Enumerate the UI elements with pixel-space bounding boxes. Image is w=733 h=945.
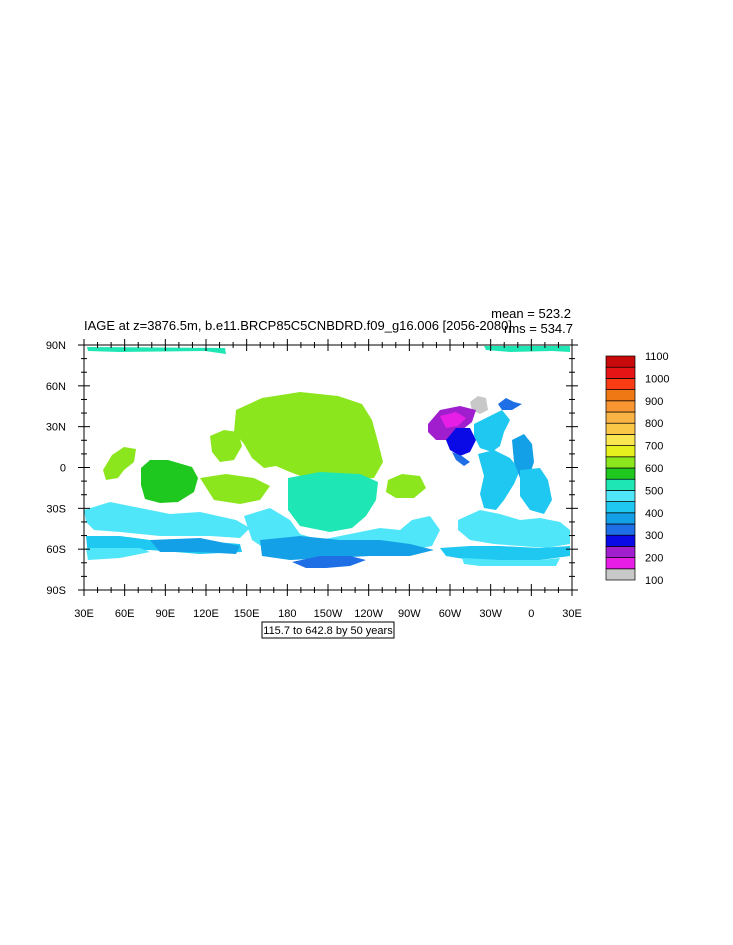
plot-area: 30E 60E 90E 120E 150E 180 150W 120W 90W 60W 30W 0 30… bbox=[46, 339, 582, 620]
x-tick-label: 150E bbox=[234, 608, 260, 620]
colorbar-label: 900 bbox=[645, 396, 663, 408]
y-tick-label: 0 bbox=[60, 463, 66, 475]
region-arctic-east bbox=[484, 346, 570, 352]
region-pacific-green-south bbox=[200, 474, 270, 504]
region-indian-green bbox=[141, 460, 198, 503]
stat-mean: mean = 523.2 bbox=[491, 306, 571, 321]
colorbar-swatch bbox=[605, 478, 636, 491]
region-south-pacific-teal bbox=[288, 472, 378, 532]
y-tick-label: 90S bbox=[46, 585, 66, 597]
region-southern-blue-band bbox=[150, 538, 240, 554]
colorbar-swatch bbox=[605, 467, 636, 480]
x-tick-label: 60E bbox=[115, 608, 135, 620]
colorbar-swatch bbox=[605, 523, 636, 536]
region-atlantic-north-cyan bbox=[474, 410, 510, 452]
colorbar-swatch bbox=[605, 456, 636, 469]
colorbar-swatch bbox=[605, 400, 636, 413]
colorbar-label: 500 bbox=[645, 485, 663, 497]
colorbar-label: 200 bbox=[645, 553, 663, 565]
x-tick-label: 120E bbox=[193, 608, 219, 620]
colorbar-swatch bbox=[605, 512, 636, 525]
contour-info-text: 115.7 to 642.8 by 50 years bbox=[263, 625, 393, 637]
region-atlantic-magenta bbox=[440, 412, 466, 428]
x-tick-label: 150W bbox=[314, 608, 343, 620]
region-atlantic-south-band bbox=[440, 546, 570, 562]
region-southern-cyan-west bbox=[84, 502, 250, 538]
contour-info-frame bbox=[261, 621, 395, 639]
colorbar-swatch bbox=[605, 546, 636, 558]
y-tick-label: 30S bbox=[46, 503, 66, 515]
region-southern-cyan-south bbox=[86, 548, 150, 560]
colorbar-label: 100 bbox=[645, 575, 663, 587]
colorbar-label: 400 bbox=[645, 508, 663, 520]
colorbar-swatch bbox=[605, 568, 636, 581]
colorbar-swatch bbox=[605, 534, 636, 547]
x-tick-label: 30E bbox=[74, 608, 94, 620]
x-tick-label: 90W bbox=[398, 608, 421, 620]
colorbar-label: 1100 bbox=[645, 351, 669, 363]
y-tick-label: 30N bbox=[46, 422, 66, 434]
region-arctic-west bbox=[87, 347, 226, 354]
region-pacific-green bbox=[234, 392, 383, 480]
region-atlantic-south-light bbox=[462, 558, 560, 566]
region-pacific-southern bbox=[260, 536, 434, 560]
region-pacific-green-west bbox=[210, 430, 242, 462]
chart-title: IAGE at z=3876.5m, b.e11.BRCP85C5CNBDRD.… bbox=[84, 318, 512, 333]
colorbar-swatch bbox=[605, 389, 636, 402]
colorbar-swatch bbox=[605, 445, 636, 458]
region-atlantic-north-gray bbox=[470, 396, 488, 414]
y-tick-labels: 90N 60N 30N 0 30S 60S 90S bbox=[46, 340, 66, 597]
colorbar-swatch bbox=[605, 355, 636, 368]
x-tick-label: 180 bbox=[278, 608, 296, 620]
region-atlantic-south-cyan bbox=[520, 468, 552, 514]
x-tick-label: 30E bbox=[562, 608, 582, 620]
colorbar: 100 200 300 400 500 600 700 800 900 1000 1100 bbox=[605, 351, 669, 587]
colorbar-swatch bbox=[605, 422, 636, 435]
x-tick-label: 90E bbox=[156, 608, 176, 620]
region-atlantic-mid-cyan bbox=[478, 450, 520, 510]
data-field bbox=[84, 346, 570, 568]
colorbar-label: 700 bbox=[645, 441, 663, 453]
colorbar-swatch bbox=[605, 366, 636, 379]
y-tick-label: 60N bbox=[46, 381, 66, 393]
region-atlantic-green bbox=[386, 474, 426, 498]
colorbar-label: 1000 bbox=[645, 373, 669, 385]
region-indian-west bbox=[103, 447, 136, 480]
y-tick-label: 60S bbox=[46, 544, 66, 556]
colorbar-swatch bbox=[605, 501, 636, 514]
x-tick-label: 60W bbox=[439, 608, 462, 620]
region-pacific-deep bbox=[292, 556, 366, 568]
x-tick-label: 30W bbox=[479, 608, 502, 620]
x-tick-label: 0 bbox=[528, 608, 534, 620]
colorbar-swatch bbox=[605, 490, 636, 502]
x-tick-label: 120W bbox=[354, 608, 383, 620]
colorbar-label: 600 bbox=[645, 463, 663, 475]
region-atlantic-southwest bbox=[458, 510, 570, 548]
region-atlantic-blue-tail bbox=[452, 452, 470, 466]
colorbar-swatch bbox=[605, 378, 636, 390]
region-atlantic-blue bbox=[446, 428, 476, 456]
colorbar-label: 300 bbox=[645, 530, 663, 542]
colorbar-swatch bbox=[605, 411, 636, 424]
region-atlantic-east-cyan bbox=[512, 434, 534, 480]
stat-rms: rms = 534.7 bbox=[504, 321, 573, 336]
region-atlantic-nw-blue bbox=[498, 398, 522, 410]
colorbar-label: 800 bbox=[645, 418, 663, 430]
tick-marks bbox=[78, 339, 578, 596]
x-tick-labels: 30E 60E 90E 120E 150E 180 150W 120W 90W 60W 30W 0 30… bbox=[74, 608, 582, 620]
contour-info-box: 115.7 to 642.8 by 50 years bbox=[261, 621, 395, 639]
colorbar-swatch bbox=[605, 434, 636, 446]
colorbar-swatch bbox=[605, 557, 636, 570]
y-tick-label: 90N bbox=[46, 340, 66, 352]
